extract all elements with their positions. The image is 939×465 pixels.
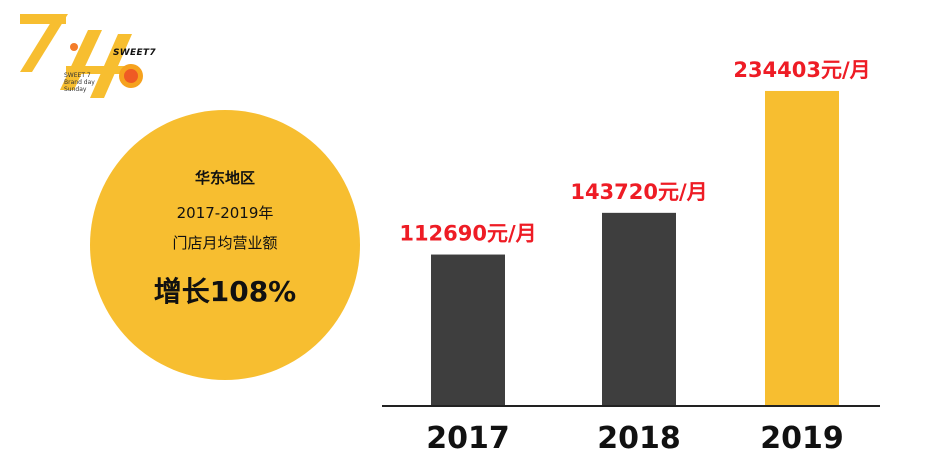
logo-sub-line: SWEET 7 — [64, 72, 91, 79]
logo-sub-line: Sunday — [64, 86, 87, 93]
logo-mark-icon — [20, 14, 143, 98]
summary-growth: 增长108% — [153, 275, 297, 308]
bar-2019 — [765, 90, 839, 406]
x-tick-label-2019: 2019 — [760, 421, 844, 456]
summary-circle: 华东地区 2017-2019年 门店月均营业额 增长108% — [90, 110, 360, 380]
bar-2018 — [602, 212, 676, 406]
logo-brand-text: SWEET7 — [113, 48, 156, 58]
logo-sub-line: Brand day — [64, 79, 95, 86]
data-label-2018: 143720元/月 — [570, 180, 707, 204]
data-label-2017: 112690元/月 — [399, 222, 536, 246]
bar-2017 — [431, 254, 505, 406]
data-label-2019: 234403元/月 — [733, 58, 870, 82]
summary-metric: 门店月均营业额 — [172, 234, 278, 252]
x-tick-label-2018: 2018 — [597, 421, 681, 456]
brand-logo: SWEET7 SWEET 7 Brand day Sunday — [18, 10, 158, 105]
x-tick-label-2017: 2017 — [426, 421, 510, 456]
summary-years: 2017-2019年 — [176, 204, 274, 222]
summary-region: 华东地区 — [194, 169, 255, 187]
